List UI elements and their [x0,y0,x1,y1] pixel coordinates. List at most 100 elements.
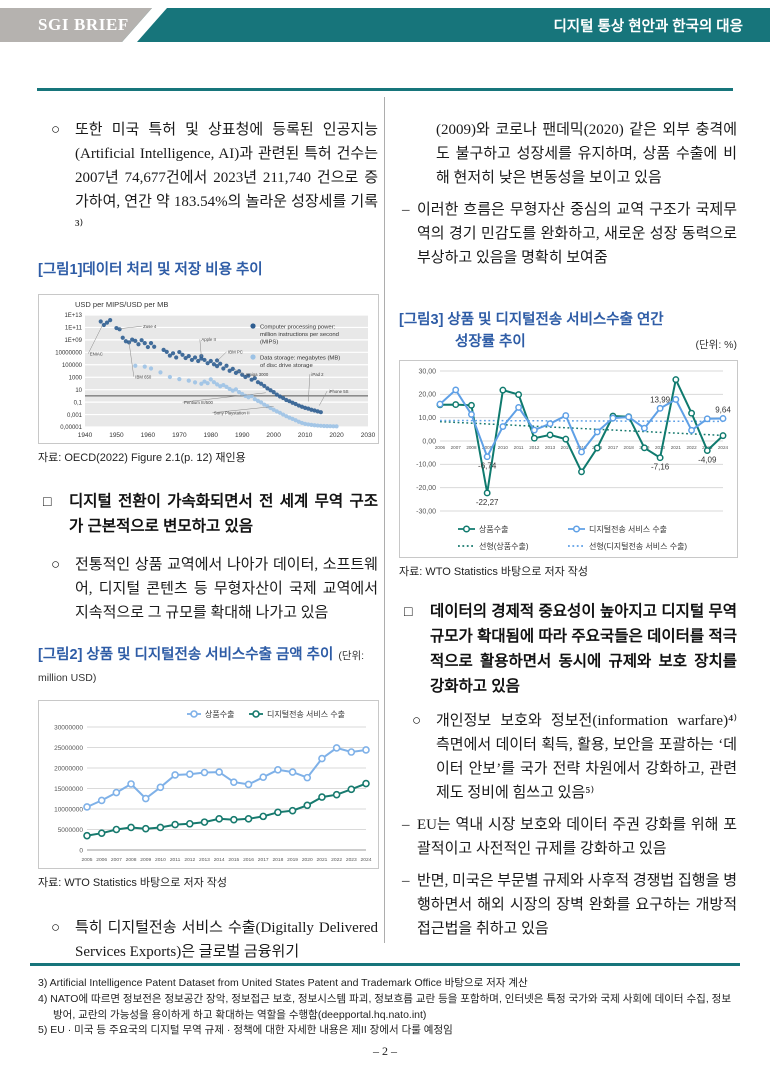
paragraph-trade-structure: – 이러한 흐름은 무형자산 중심의 교역 구조가 국제무역의 경기 민감도를 … [399,198,737,270]
svg-text:USD per MIPS/USD per MB: USD per MIPS/USD per MB [75,300,168,309]
svg-text:2017: 2017 [258,857,269,863]
svg-text:iPhone 5S: iPhone 5S [329,389,349,394]
svg-text:10,00: 10,00 [418,415,436,422]
bullet-square: □ [404,602,413,619]
svg-text:-6,74: -6,74 [478,461,497,470]
svg-text:Amiga 3000: Amiga 3000 [245,372,269,377]
svg-text:10000000: 10000000 [55,350,82,356]
footnote-5: 5) EU · 미국 등 주요국의 디지털 무역 규제 · 정책에 대한 자세한… [38,1024,453,1037]
svg-text:디지털전송 서비스 수출: 디지털전송 서비스 수출 [589,524,667,534]
svg-text:상품수출: 상품수출 [479,524,508,534]
page-number: – 2 – [373,1044,397,1058]
svg-text:-4,09: -4,09 [698,455,717,464]
figure1-scatter-chart: 1E+13 1E+11 1E+09 10000000 100000 1000 10 0,1 0,… [55,300,375,439]
svg-text:2010: 2010 [498,445,509,450]
right-column: (2009)와 코로나 팬데믹(2020) 같은 외부 충격에도 불구하고 성장… [399,118,738,941]
svg-text:5000000: 5000000 [58,827,84,834]
svg-text:0,001: 0,001 [67,413,83,419]
svg-text:2019: 2019 [287,857,298,863]
svg-text:30000000: 30000000 [54,725,83,732]
svg-text:2015: 2015 [228,857,239,863]
heading-data-importance: □ 데이터의 경제적 중요성이 높아지고 디지털 무역 규모가 확대됨에 따라 … [399,599,737,699]
svg-text:Data storage: megabytes (MB): Data storage: megabytes (MB) [260,355,340,361]
paragraph-text: 반면, 미국은 부문별 규제와 사후적 경쟁법 집행을 병행하면서 해외 시장의… [417,872,737,937]
left-column: ○ 또한 미국 특허 및 상표청에 등록된 인공지능 (Artificial I… [38,118,379,964]
footnotes: 3) Artificial Intelligence Patent Datase… [38,976,740,1039]
svg-text:선형(디지털전송 서비스 수출): 선형(디지털전송 서비스 수출) [589,541,687,551]
paragraph-text: 특히 디지털전송 서비스 수출(Digitally Delivered Serv… [75,920,378,961]
paragraph-dds-exports: ○ 특히 디지털전송 서비스 수출(Digitally Delivered Se… [38,916,378,964]
svg-text:2020: 2020 [329,432,344,439]
figure3-unit: (단위: %) [695,338,737,351]
svg-text:2018: 2018 [272,857,283,863]
figure1-caption-text: [그림1]데이터 처리 및 저장 비용 추이 [38,262,263,278]
header-title: 디지털 통상 현안과 한국의 대응 [553,18,743,35]
svg-text:100000: 100000 [62,363,83,369]
svg-text:0,1: 0,1 [74,400,83,406]
svg-text:iPad 2: iPad 2 [311,372,324,377]
brand-box: SGI BRIEF [0,8,152,42]
figure3-caption-line2-row: 성장률 추이 (단위: %) [399,332,737,354]
svg-text:-10,00: -10,00 [416,461,436,468]
svg-text:1980: 1980 [204,432,219,439]
svg-text:1990: 1990 [235,432,250,439]
heading-text: 데이터의 경제적 중요성이 높아지고 디지털 무역 규모가 확대됨에 따라 주요… [430,602,737,695]
svg-text:1000: 1000 [69,375,83,381]
paragraph-eu-regulation: – EU는 역내 시장 보호와 데이터 주권 강화를 위해 포괄적이고 사전적인… [399,813,737,861]
paragraph-us-approach: – 반면, 미국은 부문별 규제와 사후적 경쟁법 집행을 병행하면서 해외 시… [399,869,737,941]
svg-text:2022: 2022 [686,445,697,450]
svg-text:2021: 2021 [671,445,682,450]
svg-text:2007: 2007 [451,445,462,450]
svg-text:2012: 2012 [184,857,195,863]
svg-text:30,00: 30,00 [418,368,436,375]
svg-text:of disc drive storage: of disc drive storage [260,363,313,369]
svg-text:디지털전송 서비스 수출: 디지털전송 서비스 수출 [267,709,345,719]
bullet-dash: – [402,872,410,889]
bullet-circle: ○ [51,122,61,138]
svg-text:2023: 2023 [346,857,357,863]
svg-text:1E+13: 1E+13 [64,313,82,319]
svg-text:2009: 2009 [482,445,493,450]
svg-text:2006: 2006 [96,857,107,863]
svg-text:2021: 2021 [317,857,328,863]
svg-text:2020: 2020 [655,445,666,450]
svg-text:2010: 2010 [298,432,313,439]
figure2-caption: [그림2] 상품 및 디지털전송 서비스수출 금액 추이 (단위: million… [38,645,378,689]
figure3-source: 자료: WTO Statistics 바탕으로 저자 작성 [399,565,589,578]
figure2-chart-box: 0 5000000 10000000 15000000 20000000 25000000… [38,700,379,870]
svg-text:1E+11: 1E+11 [65,325,83,331]
svg-text:1950: 1950 [109,432,124,439]
paragraph-intangible-assets: ○ 전통적인 상품 교역에서 나아가 데이터, 소프트웨어, 디지털 콘텐츠 등… [38,553,378,625]
svg-text:2018: 2018 [624,445,635,450]
paragraph-continuation: (2009)와 코로나 팬데믹(2020) 같은 외부 충격에도 불구하고 성장… [399,118,737,190]
footnote-3: 3) Artificial Intelligence Patent Datase… [38,977,528,989]
svg-text:0,00001: 0,00001 [60,425,82,431]
svg-text:2006: 2006 [435,445,446,450]
svg-text:-30,00: -30,00 [416,508,436,515]
svg-text:상품수출: 상품수출 [205,709,234,719]
figure1-caption: [그림1]데이터 처리 및 저장 비용 추이 [38,260,378,282]
paragraph-text: 또한 미국 특허 및 상표청에 등록된 인공지능 (Artificial Int… [75,122,378,234]
svg-text:2013: 2013 [545,445,556,450]
svg-text:IBM PC: IBM PC [228,349,243,354]
svg-text:2011: 2011 [170,857,181,863]
figure3-chart-box: -30,00 -20,00 -10,00 0,00 10,00 20,00 30,00 200… [399,359,738,558]
bullet-circle: ○ [51,556,61,573]
svg-text:Apple II: Apple II [201,337,216,342]
figure2-unit: (단위: million USD) [38,649,365,684]
figure3-caption-line2: 성장률 추이 [455,333,526,350]
figure3-caption: [그림3] 상품 및 디지털전송 서비스수출 연간 성장률 추이 (단위: %) [399,310,737,354]
svg-text:Sony Playstation II: Sony Playstation II [214,410,250,415]
svg-text:1960: 1960 [141,432,156,439]
svg-text:2024: 2024 [718,445,729,450]
svg-text:2015: 2015 [576,445,587,450]
paragraph-ai-patents: ○ 또한 미국 특허 및 상표청에 등록된 인공지능 (Artificial I… [38,118,378,238]
figure1-chart-box: 1E+13 1E+11 1E+09 10000000 100000 1000 10 0,1 0,… [38,293,379,444]
bullet-circle: ○ [51,920,61,937]
svg-text:-20,00: -20,00 [416,485,436,492]
heading-digital-transition: □ 디지털 전환이 가속화되면서 전 세계 무역 구조가 근본적으로 변모하고 … [38,489,378,539]
svg-text:10000000: 10000000 [54,807,83,814]
svg-text:20000000: 20000000 [54,766,83,773]
svg-text:-7,16: -7,16 [651,462,670,471]
